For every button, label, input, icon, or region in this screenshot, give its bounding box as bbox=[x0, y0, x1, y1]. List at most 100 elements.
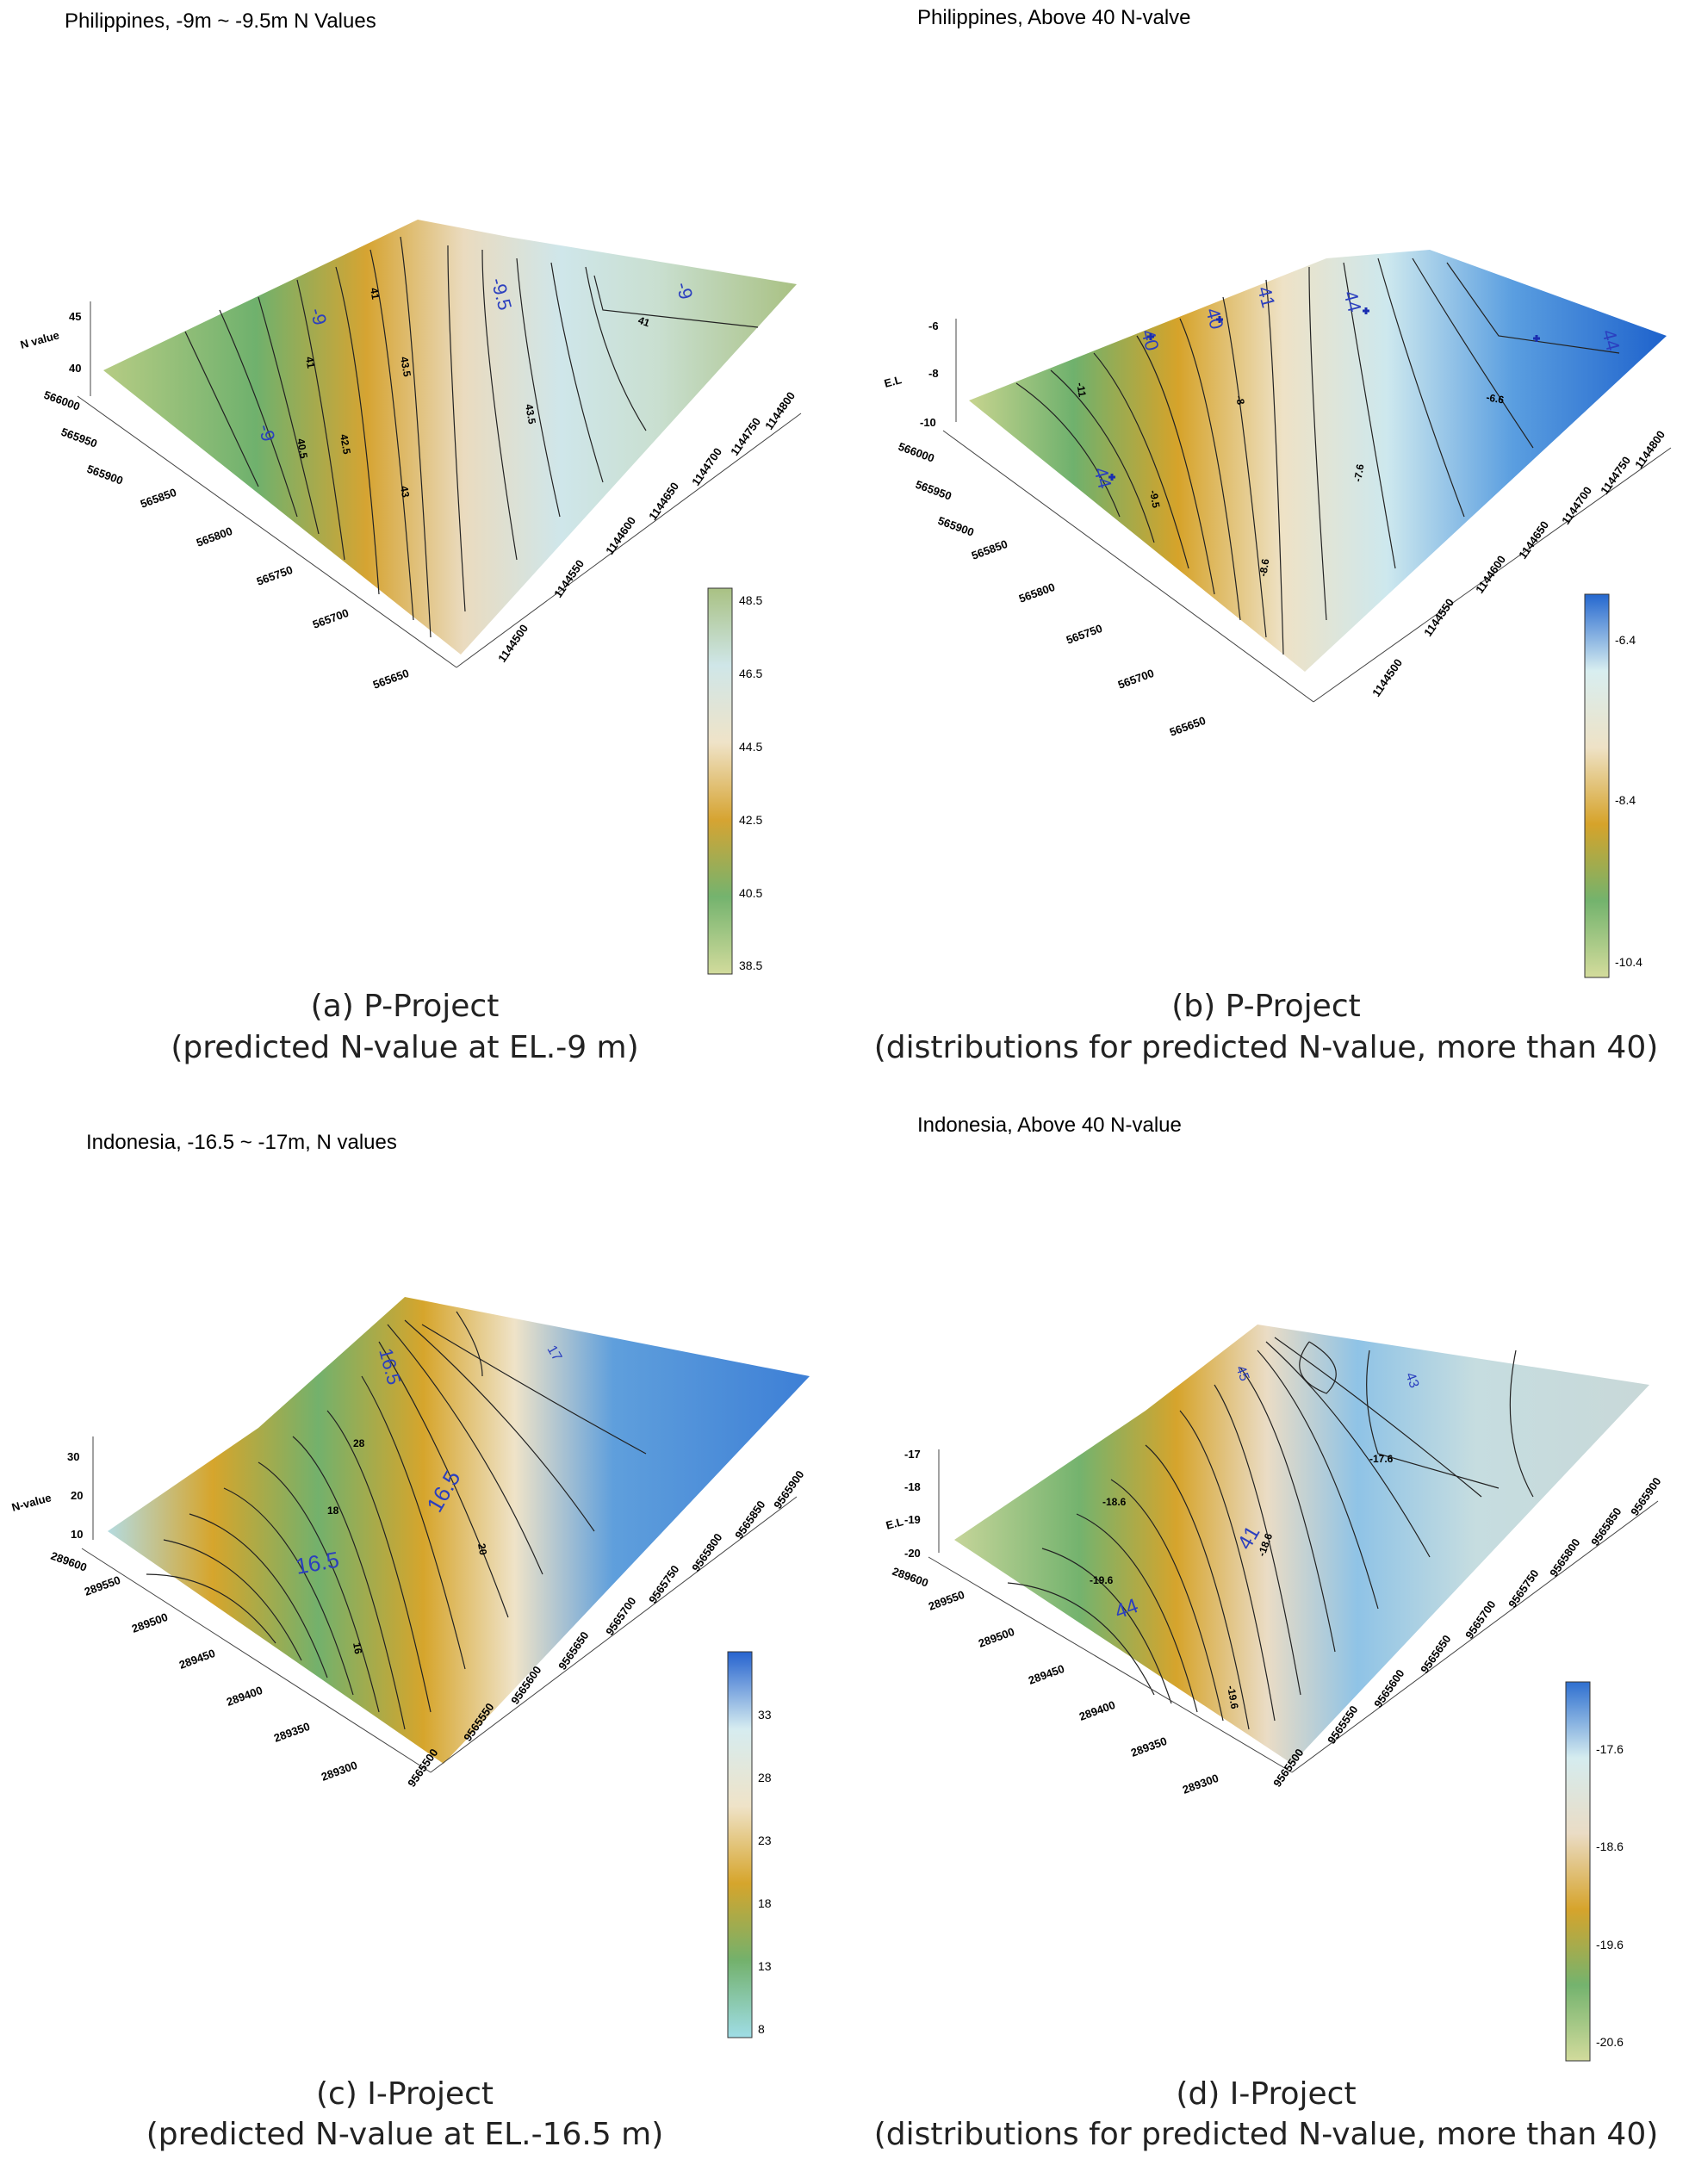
z-tick: -6 bbox=[928, 320, 939, 332]
x-tick: 9565850 bbox=[732, 1498, 767, 1542]
surface-chart-d: Indonesia, Above 40 N-value -18.6 -19.6 … bbox=[874, 1114, 1664, 2152]
x-tick: 9565750 bbox=[646, 1563, 681, 1606]
contour-label: 40.5 bbox=[295, 437, 310, 460]
y-tick: 565700 bbox=[1116, 667, 1156, 692]
y-tick: 565650 bbox=[371, 667, 411, 692]
x-tick: 9565650 bbox=[1418, 1633, 1453, 1676]
colorbar-tick: 44.5 bbox=[739, 740, 762, 754]
y-tick: 565900 bbox=[85, 462, 125, 487]
marker-label: 45 bbox=[1233, 1364, 1251, 1384]
colorbar-tick: 8 bbox=[758, 2022, 765, 2036]
colorbar-tick: 46.5 bbox=[739, 667, 762, 680]
chart-title: Philippines, -9m ~ -9.5m N Values bbox=[65, 9, 376, 33]
x-tick: 1144650 bbox=[1516, 518, 1551, 561]
y-tick: 566000 bbox=[897, 440, 936, 465]
surface-chart-b: Philippines, Above 40 N-valve -11 -9.5 -… bbox=[874, 6, 1672, 1065]
contour-label: -18.6 bbox=[1102, 1496, 1127, 1508]
surface bbox=[103, 220, 797, 655]
z-axis-label: E.L bbox=[885, 1515, 904, 1532]
colorbar-ticks: 33 28 23 18 13 8 bbox=[758, 1708, 772, 2036]
contour-label: 43.5 bbox=[398, 356, 413, 378]
caption-line1: (b) P-Project bbox=[1171, 989, 1360, 1024]
y-tick: 565950 bbox=[914, 478, 953, 503]
y-tick: 289500 bbox=[977, 1625, 1016, 1650]
colorbar bbox=[707, 587, 733, 975]
caption-line1: (c) I-Project bbox=[316, 2076, 494, 2112]
z-axis-label: N value bbox=[19, 328, 61, 351]
contour-label: -17.6 bbox=[1369, 1453, 1394, 1465]
z-tick: -20 bbox=[904, 1547, 921, 1560]
x-tick: 9565750 bbox=[1506, 1567, 1541, 1610]
contours bbox=[184, 236, 759, 638]
colorbar bbox=[1565, 1681, 1591, 2062]
y-tick: 289550 bbox=[927, 1588, 966, 1613]
y-tick: 289450 bbox=[1027, 1662, 1066, 1687]
contour-label: 41 bbox=[303, 356, 317, 369]
y-tick: 289350 bbox=[1129, 1734, 1169, 1759]
panel-d: Indonesia, Above 40 N-value -18.6 -19.6 … bbox=[844, 1092, 1688, 2184]
colorbar-ticks: -6.4 -8.4 -10.4 bbox=[1615, 633, 1642, 969]
y-tick: 565750 bbox=[255, 563, 295, 588]
surface-chart-c: Indonesia, -16.5 ~ -17m, N values 28 18 … bbox=[10, 1131, 810, 2152]
x-tick: 9565850 bbox=[1588, 1505, 1624, 1548]
marker-crosses bbox=[1108, 307, 1540, 481]
contour-label: 41 bbox=[368, 287, 382, 301]
y-tick: 289350 bbox=[272, 1720, 312, 1745]
contours bbox=[146, 1311, 647, 1730]
colorbar bbox=[727, 1651, 753, 2038]
panel-a: Philippines, -9m ~ -9.5m N Values 41 42.… bbox=[0, 0, 844, 1092]
axes bbox=[928, 1449, 1659, 1773]
x-tick: 1144600 bbox=[603, 514, 638, 556]
y-tick: 289400 bbox=[1077, 1698, 1117, 1723]
colorbar-tick: 23 bbox=[758, 1833, 772, 1847]
contour-label: 41 bbox=[636, 314, 652, 330]
chart-title: Indonesia, Above 40 N-value bbox=[917, 1114, 1182, 1137]
z-tick: 10 bbox=[71, 1528, 83, 1541]
colorbar-tick: -18.6 bbox=[1596, 1840, 1624, 1853]
colorbar-tick: -20.6 bbox=[1596, 2035, 1624, 2049]
z-tick: -8 bbox=[928, 367, 939, 380]
y-tick: 289500 bbox=[130, 1610, 170, 1635]
x-tick: 9565800 bbox=[689, 1531, 724, 1574]
surface bbox=[969, 250, 1667, 672]
z-tick: 20 bbox=[71, 1489, 83, 1502]
colorbar-tick: 40.5 bbox=[739, 886, 762, 900]
marker-label: 43 bbox=[1402, 1371, 1421, 1391]
x-tick: 9565700 bbox=[603, 1595, 638, 1638]
x-tick: 1144750 bbox=[728, 415, 763, 457]
z-tick: 45 bbox=[69, 310, 81, 323]
contour-label: -8 bbox=[1233, 394, 1247, 406]
caption-line1: (d) I-Project bbox=[1176, 2076, 1356, 2112]
y-tick: 565850 bbox=[139, 486, 178, 511]
contour-label: 43 bbox=[398, 485, 412, 499]
contour-label: -19.6 bbox=[1225, 1685, 1241, 1710]
colorbar-tick: 48.5 bbox=[739, 593, 762, 607]
panel-b: Philippines, Above 40 N-valve -11 -9.5 -… bbox=[844, 0, 1688, 1092]
contours bbox=[1015, 257, 1620, 655]
colorbar-tick: 18 bbox=[758, 1896, 772, 1910]
x-tick: 9565700 bbox=[1462, 1598, 1498, 1641]
x-tick: 1144500 bbox=[495, 622, 531, 664]
x-tick: 9565900 bbox=[771, 1468, 806, 1511]
chart-title: Indonesia, -16.5 ~ -17m, N values bbox=[86, 1131, 397, 1154]
y-tick: 565850 bbox=[970, 537, 1009, 562]
surface bbox=[108, 1297, 810, 1764]
z-axis-label: E.L bbox=[883, 373, 903, 390]
y-tick: 565900 bbox=[936, 514, 976, 539]
chart-title: Philippines, Above 40 N-valve bbox=[917, 6, 1191, 29]
z-tick: 30 bbox=[67, 1450, 79, 1463]
x-tick: 9565900 bbox=[1628, 1475, 1663, 1518]
caption-line2: (predicted N-value at EL.-9 m) bbox=[171, 1030, 638, 1065]
z-tick: 40 bbox=[69, 362, 81, 375]
y-tick: 565800 bbox=[195, 524, 234, 549]
colorbar-ticks: -17.6 -18.6 -19.6 -20.6 bbox=[1596, 1742, 1624, 2049]
axes bbox=[942, 319, 1672, 703]
contour-label: -11 bbox=[1074, 382, 1089, 398]
x-tick: 1144650 bbox=[646, 480, 681, 522]
y-tick: 289450 bbox=[177, 1647, 217, 1672]
colorbar-tick: -19.6 bbox=[1596, 1938, 1624, 1951]
contour-label: -9.5 bbox=[1147, 489, 1162, 509]
colorbar-tick: 28 bbox=[758, 1771, 772, 1784]
caption-line2: (distributions for predicted N-value, mo… bbox=[874, 1030, 1659, 1065]
colorbar-tick: 38.5 bbox=[739, 959, 762, 972]
